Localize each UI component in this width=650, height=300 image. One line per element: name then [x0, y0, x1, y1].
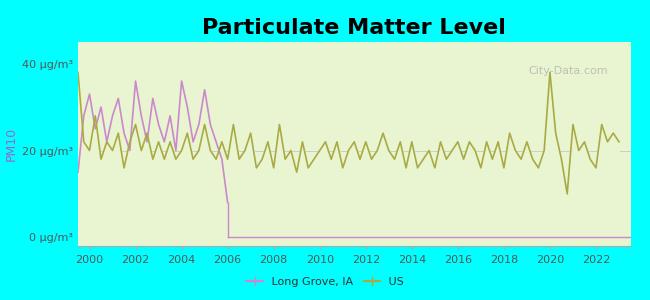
Text: City-Data.com: City-Data.com — [529, 67, 608, 76]
Y-axis label: PM10: PM10 — [5, 127, 18, 161]
Title: Particulate Matter Level: Particulate Matter Level — [202, 18, 506, 38]
Legend:  Long Grove, IA,  US: Long Grove, IA, US — [242, 273, 408, 291]
